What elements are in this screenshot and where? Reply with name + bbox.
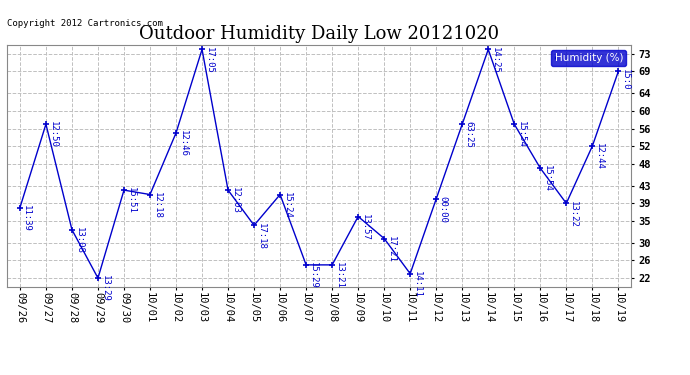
Text: 15:24: 15:24	[282, 192, 292, 219]
Text: 12:44: 12:44	[595, 143, 604, 170]
Legend: Humidity (%): Humidity (%)	[551, 50, 626, 66]
Text: 17:21: 17:21	[386, 236, 395, 262]
Text: 15:51: 15:51	[126, 188, 135, 214]
Text: 12:03: 12:03	[230, 188, 239, 214]
Text: 14:25: 14:25	[491, 46, 500, 74]
Text: 11:39: 11:39	[22, 205, 31, 232]
Text: 13:57: 13:57	[361, 214, 370, 241]
Text: 63:25: 63:25	[464, 122, 473, 148]
Text: 13:21: 13:21	[335, 262, 344, 289]
Text: 14:11: 14:11	[413, 271, 422, 298]
Title: Outdoor Humidity Daily Low 20121020: Outdoor Humidity Daily Low 20121020	[139, 26, 499, 44]
Text: 12:50: 12:50	[48, 122, 57, 148]
Text: 13:08: 13:08	[75, 227, 83, 254]
Text: 12:46: 12:46	[179, 130, 188, 157]
Text: 15:54: 15:54	[543, 165, 552, 192]
Text: 15:54: 15:54	[517, 122, 526, 148]
Text: 15:29: 15:29	[308, 262, 317, 289]
Text: 17:05: 17:05	[204, 46, 213, 74]
Text: 12:18: 12:18	[152, 192, 161, 219]
Text: 13:29: 13:29	[101, 275, 110, 302]
Text: Copyright 2012 Cartronics.com: Copyright 2012 Cartronics.com	[7, 19, 163, 28]
Text: 13:22: 13:22	[569, 201, 578, 227]
Text: 15:0: 15:0	[621, 69, 630, 90]
Text: 00:00: 00:00	[439, 196, 448, 223]
Text: 17:18: 17:18	[257, 222, 266, 249]
